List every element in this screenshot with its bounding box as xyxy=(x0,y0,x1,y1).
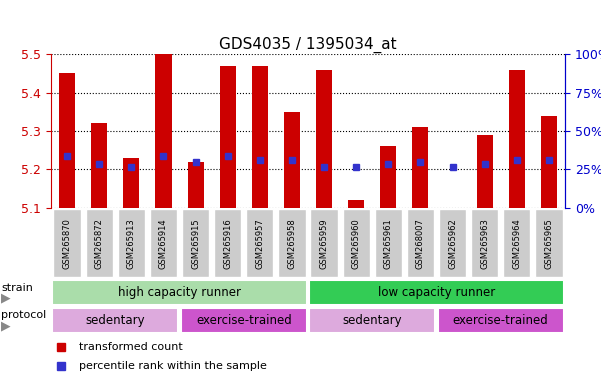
Bar xyxy=(52,280,307,305)
Bar xyxy=(123,158,139,208)
Bar xyxy=(439,209,466,277)
Bar xyxy=(471,209,498,277)
Bar xyxy=(220,66,236,208)
Text: exercise-trained: exercise-trained xyxy=(196,314,291,327)
Text: GSM265958: GSM265958 xyxy=(287,218,296,269)
Text: exercise-trained: exercise-trained xyxy=(453,314,549,327)
Text: GSM265914: GSM265914 xyxy=(159,218,168,268)
Bar xyxy=(380,146,396,208)
Bar xyxy=(541,116,557,208)
Text: GSM265872: GSM265872 xyxy=(95,218,104,269)
Bar xyxy=(503,209,531,277)
Text: low capacity runner: low capacity runner xyxy=(378,286,495,299)
Bar xyxy=(477,135,493,208)
Text: ▶: ▶ xyxy=(1,319,11,332)
Text: GSM265960: GSM265960 xyxy=(352,218,361,269)
Text: GSM265964: GSM265964 xyxy=(512,218,521,269)
Bar xyxy=(181,308,307,333)
Text: GSM265913: GSM265913 xyxy=(127,218,136,269)
Bar xyxy=(343,209,370,277)
Bar xyxy=(311,209,338,277)
Bar xyxy=(52,308,178,333)
Bar xyxy=(252,66,268,208)
Text: sedentary: sedentary xyxy=(343,314,402,327)
Text: GSM265915: GSM265915 xyxy=(191,218,200,268)
Bar xyxy=(150,209,177,277)
Bar xyxy=(85,209,113,277)
Text: ▶: ▶ xyxy=(1,291,11,305)
Text: protocol: protocol xyxy=(1,310,46,320)
Bar xyxy=(310,280,564,305)
Bar xyxy=(156,54,171,208)
Bar xyxy=(118,209,145,277)
Text: GSM268007: GSM268007 xyxy=(416,218,425,269)
Text: high capacity runner: high capacity runner xyxy=(118,286,241,299)
Text: GSM265959: GSM265959 xyxy=(320,218,329,268)
Text: transformed count: transformed count xyxy=(79,342,183,352)
Bar xyxy=(412,127,429,208)
Text: GSM265961: GSM265961 xyxy=(384,218,393,269)
Bar xyxy=(535,209,563,277)
Text: GSM265916: GSM265916 xyxy=(223,218,232,269)
Bar xyxy=(246,209,273,277)
Text: GSM265965: GSM265965 xyxy=(545,218,554,269)
Bar xyxy=(348,200,364,208)
Bar xyxy=(182,209,209,277)
Bar xyxy=(278,209,305,277)
Bar xyxy=(59,73,75,208)
Bar xyxy=(407,209,434,277)
Bar xyxy=(91,123,108,208)
Bar xyxy=(284,112,300,208)
Bar xyxy=(374,209,402,277)
Text: GSM265870: GSM265870 xyxy=(63,218,72,269)
Text: GSM265963: GSM265963 xyxy=(480,218,489,269)
Text: sedentary: sedentary xyxy=(85,314,145,327)
Text: percentile rank within the sample: percentile rank within the sample xyxy=(79,361,267,371)
Text: GSM265962: GSM265962 xyxy=(448,218,457,269)
Bar xyxy=(53,209,81,277)
Bar xyxy=(508,70,525,208)
Bar xyxy=(214,209,242,277)
Bar xyxy=(310,308,435,333)
Bar xyxy=(316,70,332,208)
Text: GSM265957: GSM265957 xyxy=(255,218,264,269)
Bar xyxy=(438,308,564,333)
Bar xyxy=(188,162,204,208)
Text: strain: strain xyxy=(1,283,33,293)
Title: GDS4035 / 1395034_at: GDS4035 / 1395034_at xyxy=(219,36,397,53)
